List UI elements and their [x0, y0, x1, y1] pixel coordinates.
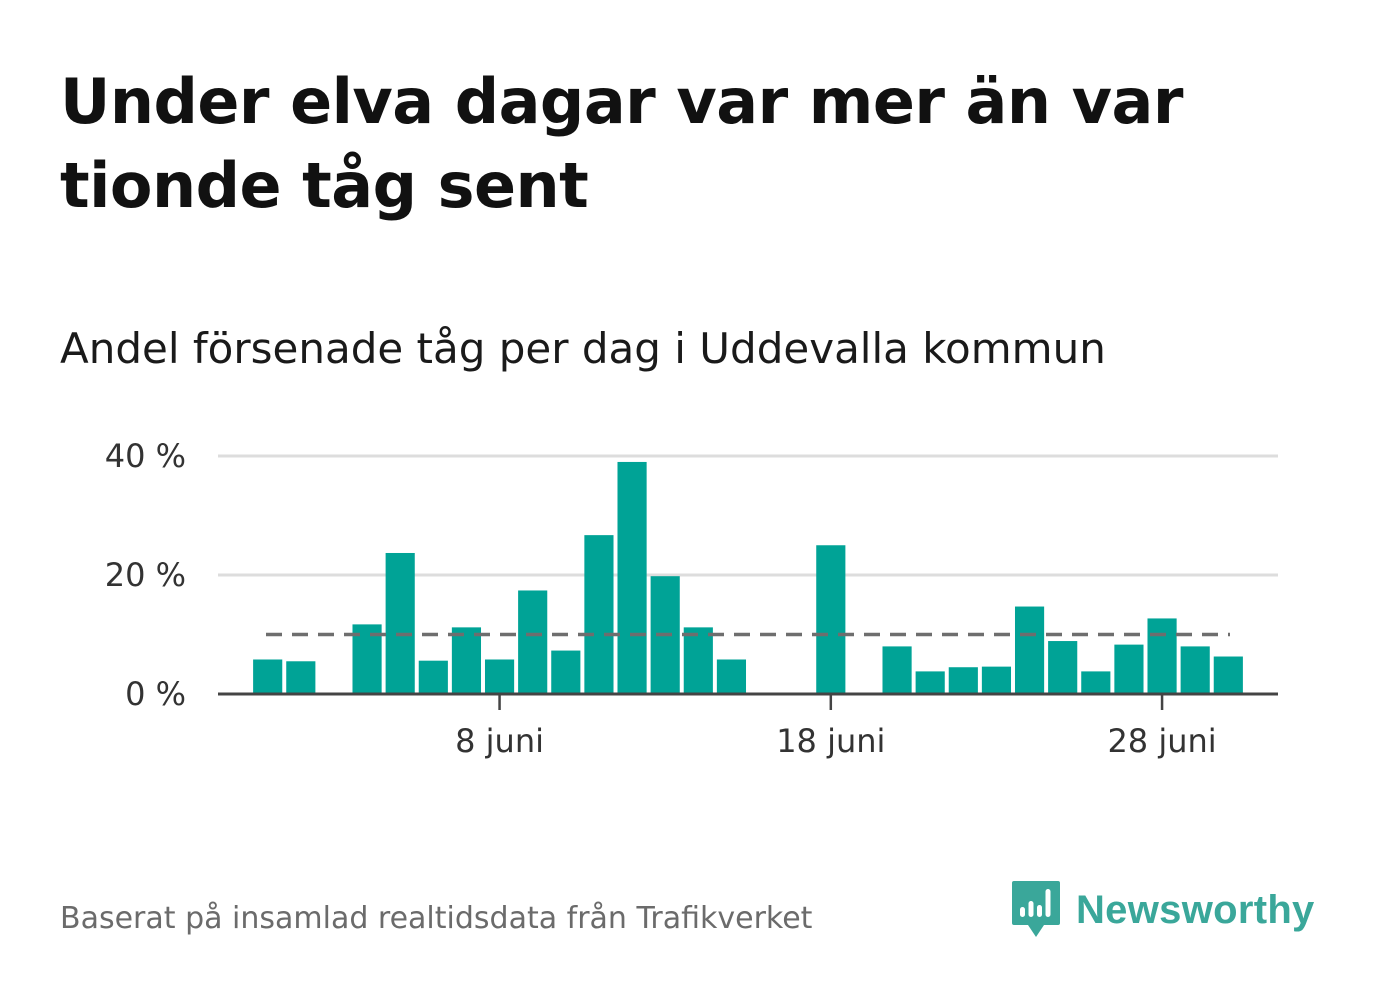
y-tick-label: 20 % [105, 556, 186, 594]
bar-chart: 0 % 20 % 40 % 8 juni 18 juni 28 juni [105, 437, 1278, 760]
source-note: Baserat på insamlad realtidsdata från Tr… [60, 901, 813, 936]
bar [385, 552, 415, 694]
bar [716, 659, 747, 694]
x-tick-label: 28 juni [1107, 722, 1216, 760]
bar [617, 461, 647, 694]
bars [253, 461, 1243, 694]
bar [882, 646, 912, 694]
y-tick-label: 40 % [105, 437, 186, 475]
bar [584, 535, 614, 694]
chart-subtitle: Andel försenade tåg per dag i Uddevalla … [60, 324, 1106, 373]
brand-logo: Newsworthy [1010, 878, 1315, 942]
bar [418, 660, 448, 694]
bar [451, 627, 482, 694]
bar [1048, 641, 1078, 694]
bar [551, 650, 581, 694]
bar [816, 545, 846, 694]
bar [253, 659, 283, 694]
bar-chart-speech-bubble-icon [1012, 881, 1060, 937]
bar [948, 667, 978, 694]
brand-name: Newsworthy [1076, 887, 1315, 932]
grid-lines [218, 454, 1278, 577]
x-tick-label: 18 juni [776, 722, 885, 760]
bar [484, 659, 515, 694]
bar [1180, 646, 1210, 694]
bar [518, 590, 548, 694]
bar [683, 627, 713, 694]
y-tick-label: 0 % [125, 675, 186, 713]
chart-title: Under elva dagar var mer än var tionde t… [60, 65, 1183, 222]
bar [1014, 606, 1045, 694]
x-tick-label: 8 juni [455, 722, 544, 760]
bar [1081, 671, 1111, 694]
axes: 0 % 20 % 40 % 8 juni 18 juni 28 juni [105, 437, 1278, 760]
bar [286, 661, 316, 694]
bar [1213, 656, 1243, 694]
bar [1114, 644, 1144, 694]
bar [915, 671, 945, 694]
bar [981, 666, 1012, 694]
bar [1147, 618, 1177, 694]
